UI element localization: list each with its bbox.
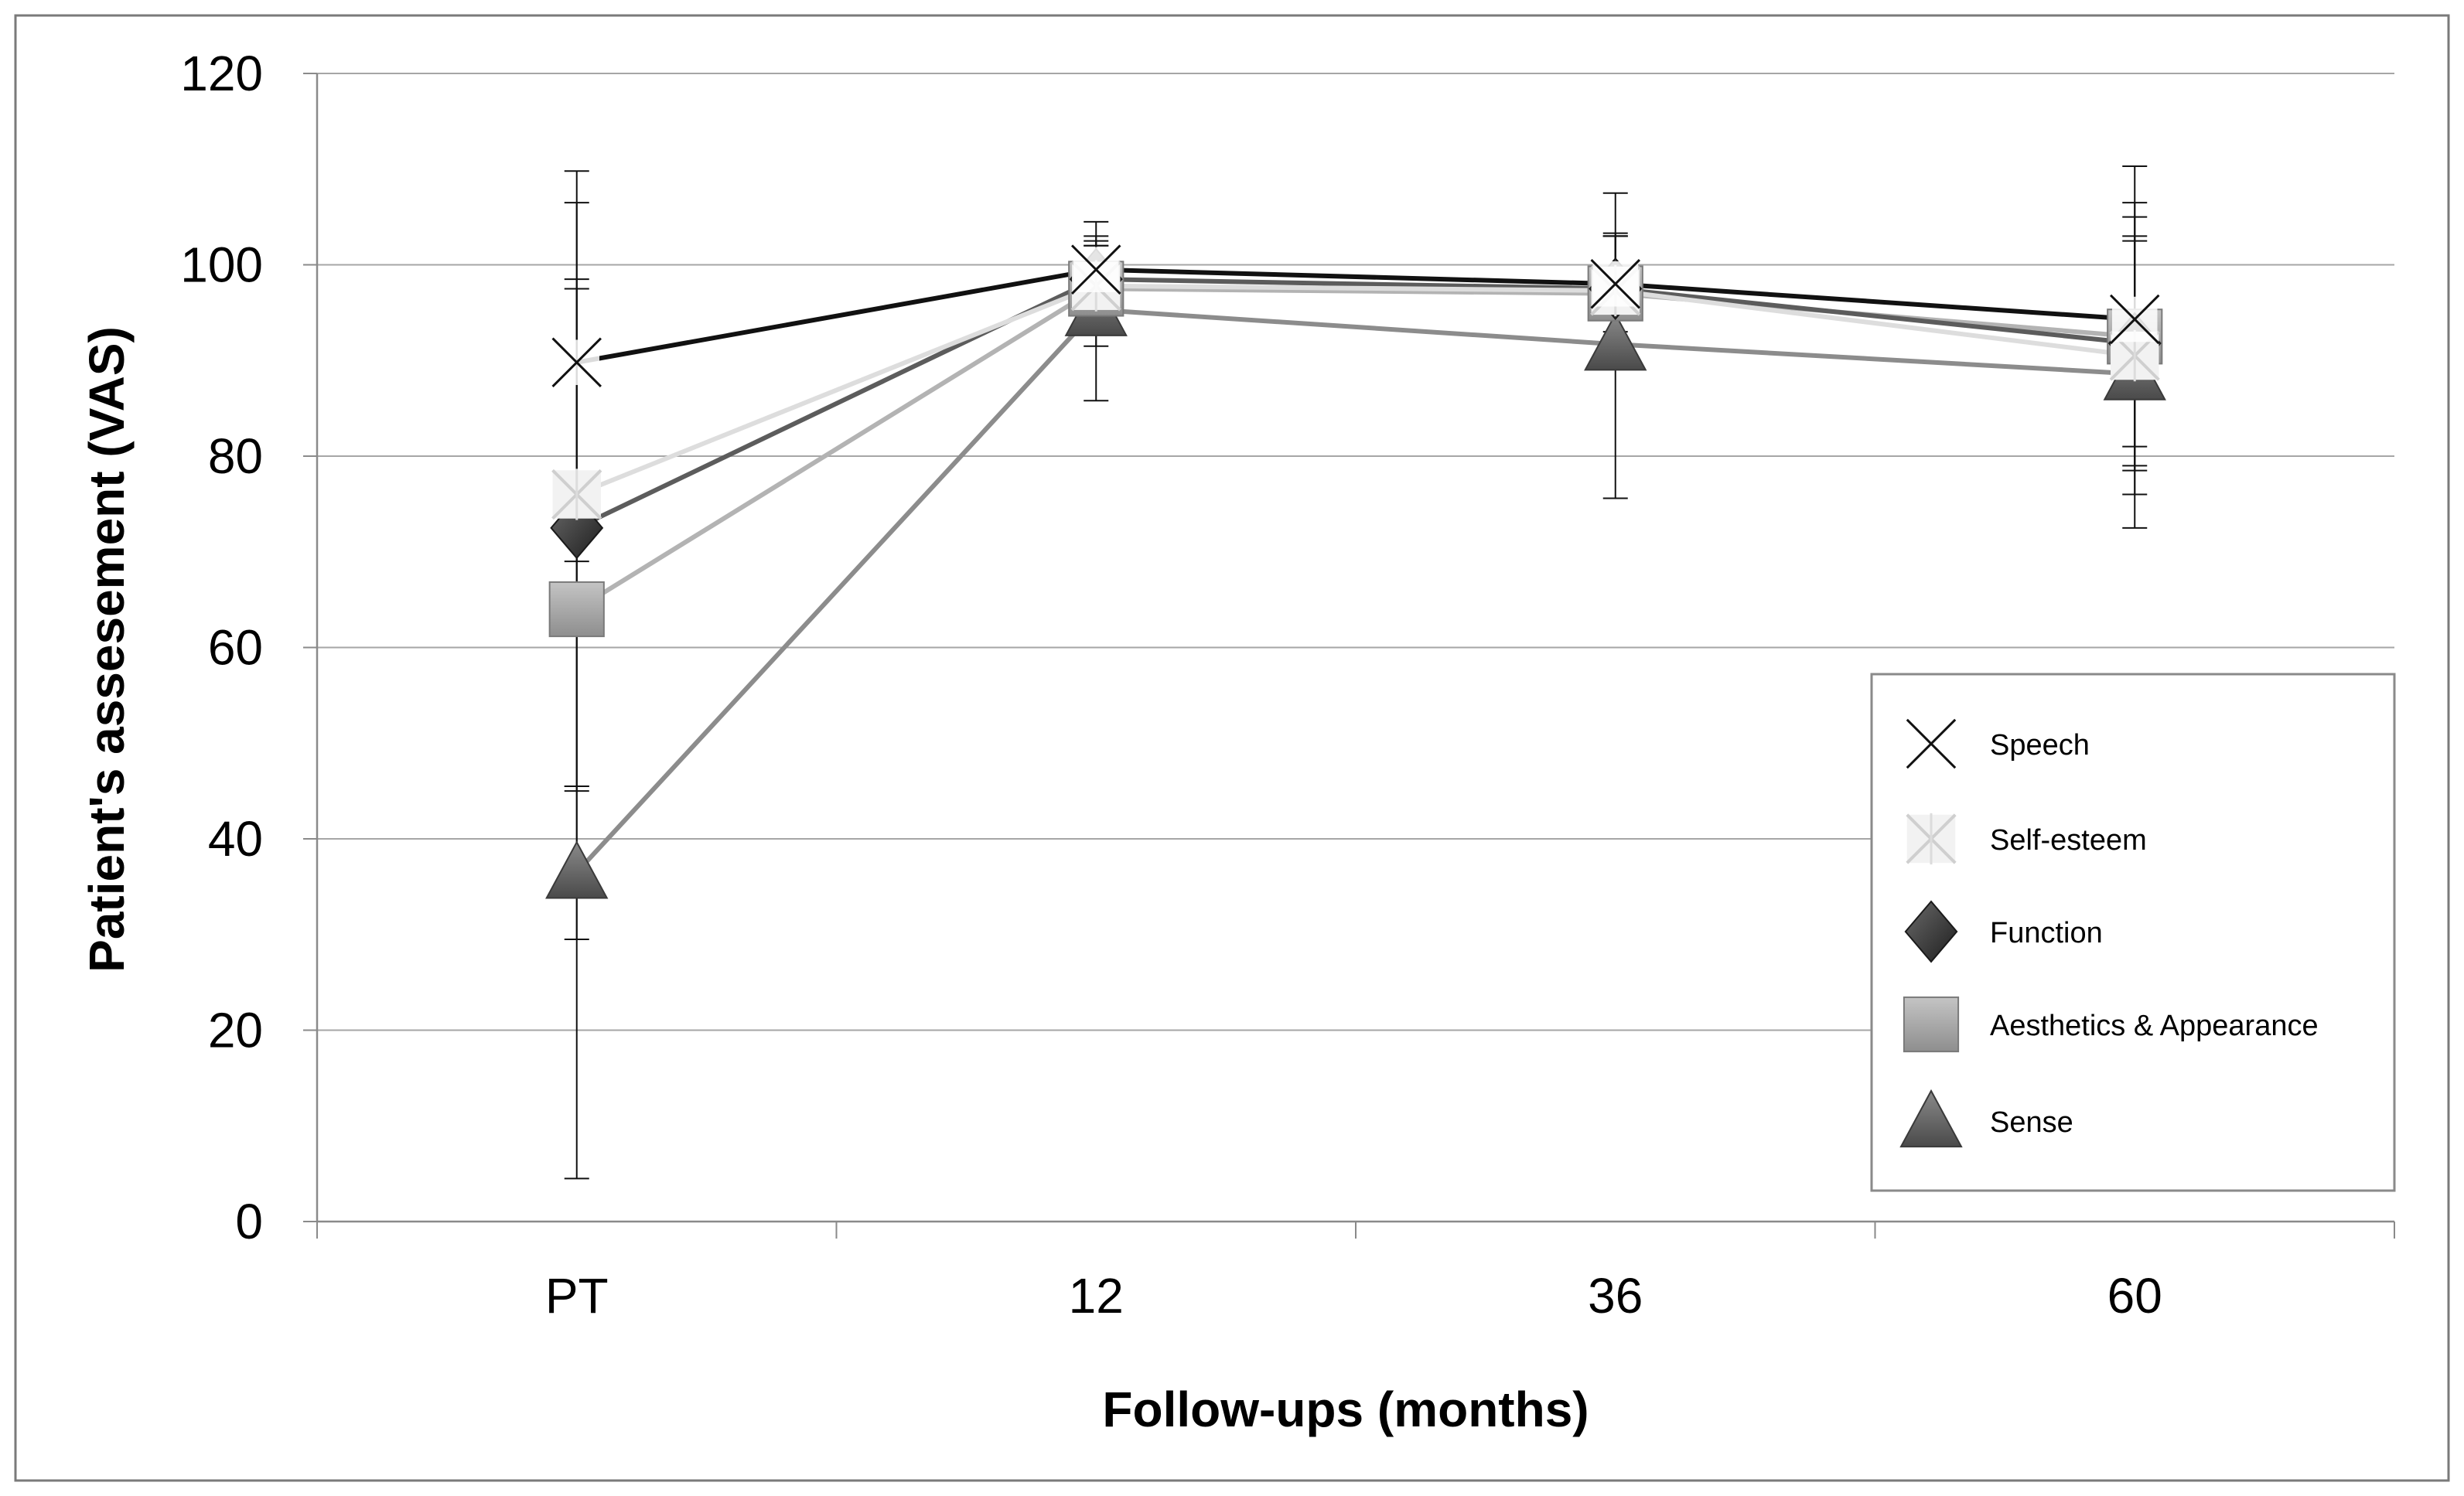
square-marker-shape bbox=[1903, 996, 1960, 1053]
legend-label-self-esteem: Self-esteem bbox=[1990, 824, 2147, 857]
legend-item-function: Function bbox=[1904, 900, 2103, 963]
legend-item-sense: Sense bbox=[1899, 1089, 2073, 1148]
legend-item-speech: Speech bbox=[1906, 718, 2090, 769]
y-tick-label-40: 40 bbox=[208, 811, 263, 867]
x-marker-stroke bbox=[2109, 294, 2160, 345]
square-marker-shape bbox=[548, 581, 605, 638]
data-point-self-esteem-PT bbox=[551, 469, 602, 520]
legend-marker-self-esteem bbox=[1906, 813, 1957, 865]
series-line-speech bbox=[576, 267, 2135, 365]
series-line-aesthetics-appearance bbox=[575, 286, 2135, 612]
legend-marker-sense bbox=[1899, 1089, 1963, 1148]
x-tick-label-12: 12 bbox=[1069, 1268, 1124, 1324]
legend-marker-aesthetics-appearance bbox=[1903, 996, 1960, 1053]
legend-label-speech: Speech bbox=[1990, 729, 2090, 762]
x-marker-stroke bbox=[551, 337, 602, 387]
triangle-marker-shape bbox=[1584, 312, 1647, 371]
y-tick-label-120: 120 bbox=[180, 46, 263, 101]
series-line-function bbox=[575, 277, 2135, 530]
legend-item-self-esteem: Self-esteem bbox=[1906, 813, 2147, 865]
data-series bbox=[575, 267, 2135, 874]
y-tick-label-60: 60 bbox=[208, 620, 263, 676]
y-tick-label-80: 80 bbox=[208, 428, 263, 484]
data-point-sense-PT bbox=[545, 840, 609, 899]
data-markers bbox=[545, 244, 2166, 899]
axes: 0 20 40 60 80 100 120 PT 12 36 60 bbox=[180, 46, 2395, 1324]
x-axis-title: Follow-ups (months) bbox=[1102, 1382, 1589, 1437]
x-marker-stroke bbox=[1590, 258, 1641, 309]
legend-item-aesthetics-appearance: Aesthetics & Appearance bbox=[1903, 996, 2319, 1053]
legend-marker-function bbox=[1904, 900, 1958, 963]
legend-label-sense: Sense bbox=[1990, 1106, 2073, 1139]
data-point-sense-36 bbox=[1584, 312, 1647, 371]
legend-label-aesthetics-appearance: Aesthetics & Appearance bbox=[1990, 1010, 2319, 1042]
x-tick-label-36: 36 bbox=[1588, 1268, 1643, 1324]
x-tick-label-PT: PT bbox=[545, 1268, 609, 1324]
figure-frame bbox=[14, 14, 2450, 1482]
data-point-speech-PT bbox=[551, 337, 602, 387]
y-tick-label-0: 0 bbox=[235, 1194, 263, 1249]
y-axis-title: Patient's assesement (VAS) bbox=[79, 326, 135, 973]
x-marker-stroke bbox=[1070, 244, 1121, 295]
x-tick-label-60: 60 bbox=[2107, 1268, 2162, 1324]
triangle-marker-shape bbox=[545, 840, 609, 899]
data-point-speech-36 bbox=[1590, 258, 1641, 309]
series-line-sense bbox=[575, 307, 2135, 874]
series-line-self-esteem bbox=[575, 283, 2135, 497]
data-point-speech-60 bbox=[2109, 294, 2160, 345]
diamond-marker-shape bbox=[1904, 900, 1958, 963]
data-point-aesthetics-appearance-PT bbox=[548, 581, 605, 638]
legend: Speech Self-esteem Function Aesthetics & Ap… bbox=[1870, 673, 2396, 1192]
triangle-marker-shape bbox=[1899, 1089, 1963, 1148]
y-tick-label-100: 100 bbox=[180, 237, 263, 293]
x-marker-stroke bbox=[1906, 718, 1957, 769]
legend-label-function: Function bbox=[1990, 917, 2103, 949]
y-tick-label-20: 20 bbox=[208, 1003, 263, 1058]
data-point-speech-12 bbox=[1070, 244, 1121, 295]
legend-box bbox=[1870, 673, 2396, 1192]
legend-marker-speech bbox=[1906, 718, 1957, 769]
